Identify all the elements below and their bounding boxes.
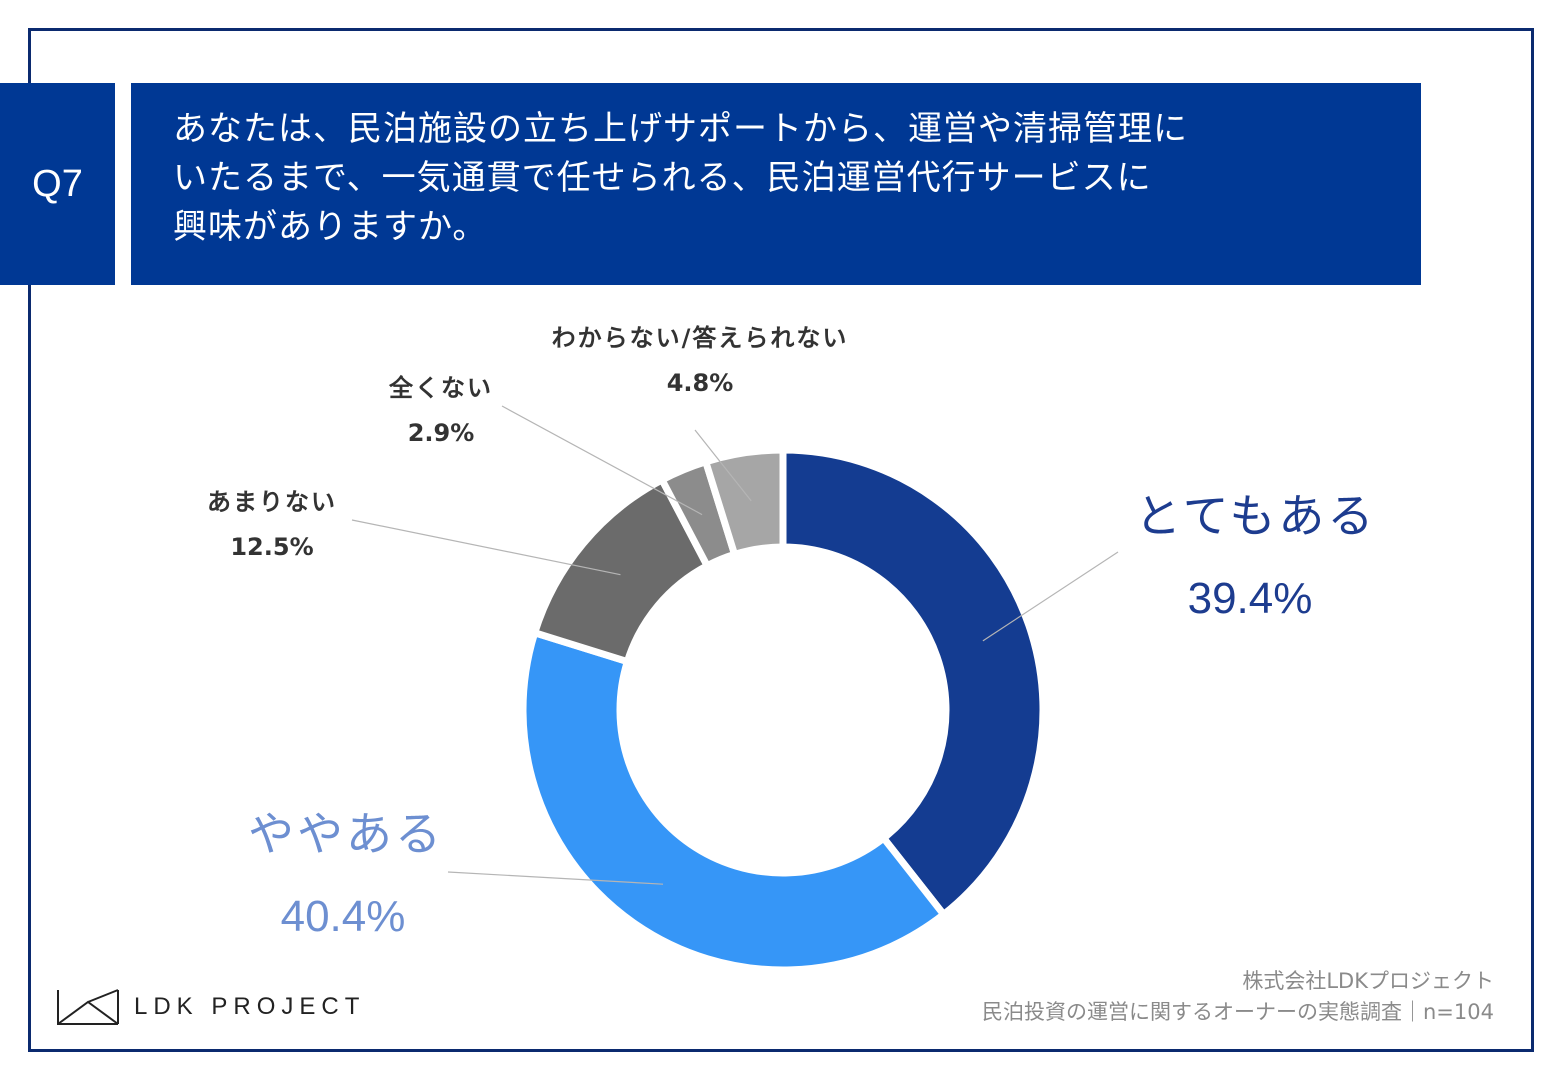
label-mattaku-nai: 全くない 2.9%	[366, 368, 516, 447]
ldk-logo-mark-icon	[57, 989, 119, 1025]
question-number: Q7	[32, 162, 83, 205]
slice-yaya-aru	[519, 629, 948, 974]
source-note: 株式会社LDKプロジェクト 民泊投資の運営に関するオーナーの実態調査｜n=104	[982, 966, 1494, 1028]
company-logo: LDK PROJECT	[56, 988, 365, 1026]
label-mattaku-nai-value: 2.9%	[407, 419, 475, 447]
leader-line-amari-nai	[351, 519, 621, 576]
label-totemo-aru: とてもある 39.4%	[1135, 480, 1377, 624]
label-mattaku-nai-category: 全くない	[389, 374, 493, 402]
label-wakaranai-category: わからない/答えられない	[551, 324, 849, 352]
label-totemo-aru-value: 39.4%	[1187, 574, 1313, 623]
source-survey: 民泊投資の運営に関するオーナーの実態調査｜n=104	[982, 1000, 1494, 1024]
label-amari-nai-category: あまりない	[207, 488, 337, 516]
source-company: 株式会社LDKプロジェクト	[1242, 969, 1494, 993]
leader-line-totemo-aru	[982, 551, 1119, 642]
label-yaya-aru-category: ややある	[248, 807, 444, 861]
leader-line-yaya-aru	[447, 871, 664, 885]
label-amari-nai-value: 12.5%	[230, 533, 314, 561]
label-wakaranai: わからない/答えられない 4.8%	[530, 318, 870, 397]
question-number-badge: Q7	[0, 83, 115, 285]
label-totemo-aru-category: とてもある	[1135, 489, 1377, 543]
slide-frame	[28, 28, 1534, 1052]
question-text: あなたは、民泊施設の立ち上げサポートから、運営や清掃管理に いたるまで、一気通貫…	[173, 109, 1188, 247]
slice-wakaranai	[702, 446, 787, 558]
logo-text: LDK PROJECT	[134, 993, 366, 1020]
label-yaya-aru-value: 40.4%	[280, 892, 406, 941]
slice-totemo-aru	[779, 446, 1047, 918]
label-yaya-aru: ややある 40.4%	[248, 798, 444, 942]
leader-line-wakaranai	[694, 429, 752, 502]
leader-line-mattaku-nai	[501, 405, 703, 516]
label-amari-nai: あまりない 12.5%	[192, 482, 352, 561]
label-wakaranai-value: 4.8%	[666, 369, 734, 397]
question-box: あなたは、民泊施設の立ち上げサポートから、運営や清掃管理に いたるまで、一気通貫…	[131, 83, 1421, 285]
